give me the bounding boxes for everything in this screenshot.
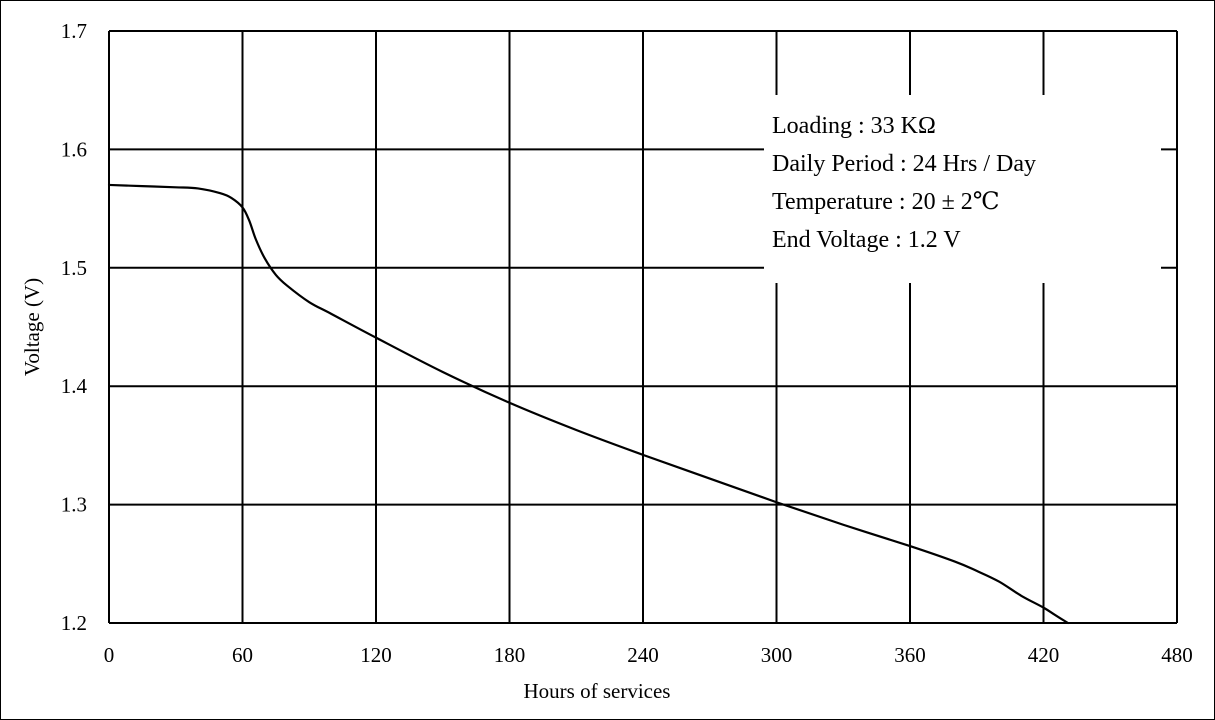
x-tick-label-2: 120: [360, 643, 392, 667]
y-tick-label-2: 1.4: [61, 374, 88, 398]
annotation-end-voltage: End Voltage : 1.2 V: [772, 227, 961, 253]
x-tick-label-8: 480: [1161, 643, 1193, 667]
annotation-daily-period: Daily Period : 24 Hrs / Day: [772, 151, 1036, 177]
x-tick-label-6: 360: [894, 643, 926, 667]
x-axis-title: Hours of services: [524, 679, 671, 703]
annotation-background: [764, 95, 1161, 283]
y-tick-label-3: 1.5: [61, 256, 87, 280]
y-axis-title: Voltage (V): [20, 278, 44, 376]
series-layer: [107, 183, 1070, 625]
x-tick-label-1: 60: [232, 643, 253, 667]
annotation-loading: Loading : 33 KΩ: [772, 113, 936, 139]
x-tick-label-3: 180: [494, 643, 526, 667]
series-line-0: [107, 183, 1070, 625]
x-tick-label-5: 300: [761, 643, 793, 667]
x-tick-label-4: 240: [627, 643, 659, 667]
annotation-box: Loading : 33 KΩ Daily Period : 24 Hrs / …: [764, 95, 1161, 283]
y-tick-label-5: 1.7: [61, 19, 87, 43]
x-tick-label-0: 0: [104, 643, 115, 667]
x-tick-label-7: 420: [1028, 643, 1060, 667]
tick-label-layer: 0 60 120 180 240 300 360 420 480 1.2 1.3 1.4 1.5 1.6 1…: [61, 19, 1193, 667]
y-tick-label-1: 1.3: [61, 493, 87, 517]
annotation-temperature: Temperature : 20 ± 2℃: [772, 189, 1000, 215]
y-tick-label-0: 1.2: [61, 611, 87, 635]
y-tick-label-4: 1.6: [61, 137, 87, 161]
